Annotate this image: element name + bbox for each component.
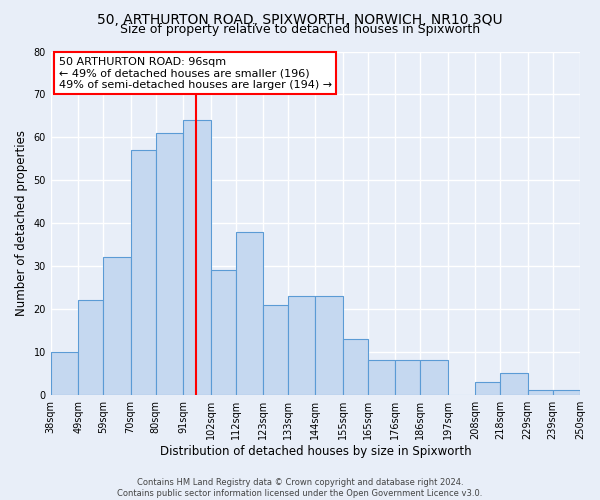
- Bar: [500, 374, 527, 394]
- Bar: [527, 390, 553, 394]
- Bar: [103, 258, 131, 394]
- Bar: [51, 352, 78, 395]
- Y-axis label: Number of detached properties: Number of detached properties: [15, 130, 28, 316]
- Bar: [343, 339, 368, 394]
- Bar: [211, 270, 236, 394]
- Bar: [155, 133, 183, 394]
- Bar: [236, 232, 263, 394]
- Text: 50, ARTHURTON ROAD, SPIXWORTH, NORWICH, NR10 3QU: 50, ARTHURTON ROAD, SPIXWORTH, NORWICH, …: [97, 12, 503, 26]
- Bar: [78, 300, 103, 394]
- Bar: [553, 390, 580, 394]
- Bar: [288, 296, 316, 394]
- Bar: [475, 382, 500, 394]
- Bar: [183, 120, 211, 394]
- Text: 50 ARTHURTON ROAD: 96sqm
← 49% of detached houses are smaller (196)
49% of semi-: 50 ARTHURTON ROAD: 96sqm ← 49% of detach…: [59, 56, 332, 90]
- Text: Size of property relative to detached houses in Spixworth: Size of property relative to detached ho…: [120, 22, 480, 36]
- Bar: [420, 360, 448, 394]
- Bar: [316, 296, 343, 394]
- Text: Contains HM Land Registry data © Crown copyright and database right 2024.
Contai: Contains HM Land Registry data © Crown c…: [118, 478, 482, 498]
- X-axis label: Distribution of detached houses by size in Spixworth: Distribution of detached houses by size …: [160, 444, 471, 458]
- Bar: [263, 304, 288, 394]
- Bar: [368, 360, 395, 394]
- Bar: [395, 360, 420, 394]
- Bar: [131, 150, 155, 394]
